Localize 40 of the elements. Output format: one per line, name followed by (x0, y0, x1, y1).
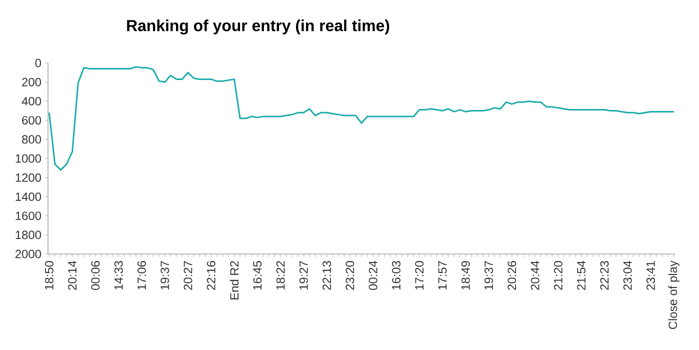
x-tick-label: 00:24 (368, 260, 378, 290)
x-tick-label: 17:57 (438, 261, 447, 290)
x-tick-label: 20:26 (508, 261, 516, 290)
x-tick-label: 22:23 (600, 261, 609, 290)
x-tick-label: 16:03 (392, 261, 400, 290)
x-tick-label: 20:14 (68, 260, 77, 290)
y-tick-label: 600 (22, 116, 42, 125)
x-tick-label: 23:04 (623, 260, 632, 290)
x-tick-label: 18:50 (44, 260, 54, 290)
y-tick-label: 200 (22, 78, 42, 86)
x-tick-label: 22:16 (206, 261, 216, 290)
chart-title: Ranking of your entry (in real time) (127, 20, 390, 34)
x-tick-label: 17:06 (137, 261, 146, 290)
x-tick-label: 18:22 (276, 261, 285, 290)
y-tick-label: 1000 (16, 154, 42, 163)
x-tick-label: 21:20 (554, 260, 562, 290)
y-tick-label: 1600 (16, 212, 42, 220)
x-tick-label: 00:06 (91, 261, 100, 290)
x-tick-label: 14:33 (114, 261, 123, 290)
y-tick-label: 2000 (15, 250, 42, 258)
y-tick-label: 1400 (16, 192, 42, 201)
x-tick-label: 23:20 (346, 260, 354, 290)
x-tick-label: 20:27 (184, 261, 192, 290)
x-tick-label: 17:20 (415, 260, 424, 290)
x-tick-label: End R2 (230, 261, 239, 300)
x-tick-label: Close of play (668, 260, 680, 330)
x-tick-label: 16:45 (253, 261, 262, 290)
y-tick-label: 1200 (16, 173, 42, 182)
x-tick-label: 18:49 (461, 261, 470, 290)
y-tick-label: 400 (22, 96, 42, 106)
x-tick-label: 19:37 (484, 261, 493, 290)
y-tick-label: 0 (35, 58, 42, 68)
x-tick-label: 23:41 (646, 261, 655, 290)
y-tick-label: 1800 (16, 230, 42, 240)
x-tick-label: 19:37 (160, 261, 170, 290)
x-tick-label: 20:44 (530, 260, 540, 290)
x-tick-label: 22:13 (322, 261, 332, 290)
x-tick-label: 19:27 (299, 261, 308, 290)
y-tick-label: 800 (22, 135, 42, 144)
x-tick-label: 21:54 (577, 260, 586, 290)
